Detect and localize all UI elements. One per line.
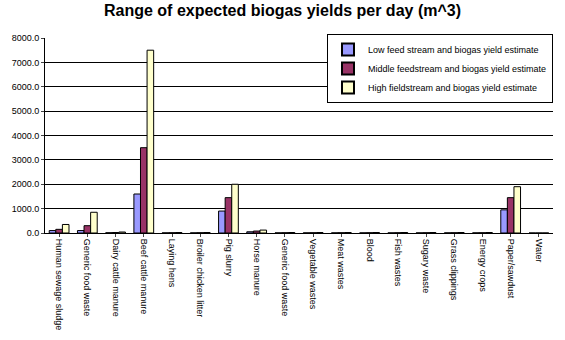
svg-text:Blood: Blood xyxy=(365,239,375,262)
svg-text:6000.0: 6000.0 xyxy=(12,82,40,92)
svg-text:Vegetable wastes: Vegetable wastes xyxy=(308,239,318,310)
svg-text:High fieldstream and biogas yi: High fieldstream and biogas yield estima… xyxy=(368,83,537,93)
svg-text:1000.0: 1000.0 xyxy=(12,204,40,214)
svg-text:Range of expected biogas yield: Range of expected biogas yields per day … xyxy=(104,2,461,19)
svg-text:Beef cattle manure: Beef cattle manure xyxy=(139,239,149,315)
svg-text:Horse manure: Horse manure xyxy=(252,239,262,296)
svg-text:Middle feedstream and biogas y: Middle feedstream and biogas yield estim… xyxy=(368,64,546,74)
svg-text:Sugary waste: Sugary waste xyxy=(421,239,431,294)
svg-text:4000.0: 4000.0 xyxy=(12,131,40,141)
svg-text:Generic food waste: Generic food waste xyxy=(280,239,290,317)
svg-text:Dairy cattle manure: Dairy cattle manure xyxy=(111,239,121,317)
svg-text:Meat wastes: Meat wastes xyxy=(336,239,346,290)
svg-text:Low feed stream and biogas yie: Low feed stream and biogas yield estimat… xyxy=(368,45,539,55)
svg-text:Fish wastes: Fish wastes xyxy=(393,239,403,287)
svg-text:3000.0: 3000.0 xyxy=(12,155,40,165)
svg-text:Water: Water xyxy=(534,239,544,263)
svg-text:7000.0: 7000.0 xyxy=(12,58,40,68)
svg-text:Paper/sawdust: Paper/sawdust xyxy=(506,239,516,299)
svg-text:8000.0: 8000.0 xyxy=(12,33,40,43)
svg-text:0.0: 0.0 xyxy=(27,228,40,238)
svg-text:Broiler chicken litter: Broiler chicken litter xyxy=(195,239,205,318)
svg-text:Energy crops: Energy crops xyxy=(478,239,488,293)
svg-text:Human sewage sludge: Human sewage sludge xyxy=(54,239,64,331)
svg-text:5000.0: 5000.0 xyxy=(12,106,40,116)
svg-text:Laying hens: Laying hens xyxy=(167,239,177,288)
svg-text:Generic food waste: Generic food waste xyxy=(82,239,92,317)
svg-text:Pig slurry: Pig slurry xyxy=(224,239,234,277)
svg-text:2000.0: 2000.0 xyxy=(12,179,40,189)
svg-text:Grass clippings: Grass clippings xyxy=(449,239,459,301)
